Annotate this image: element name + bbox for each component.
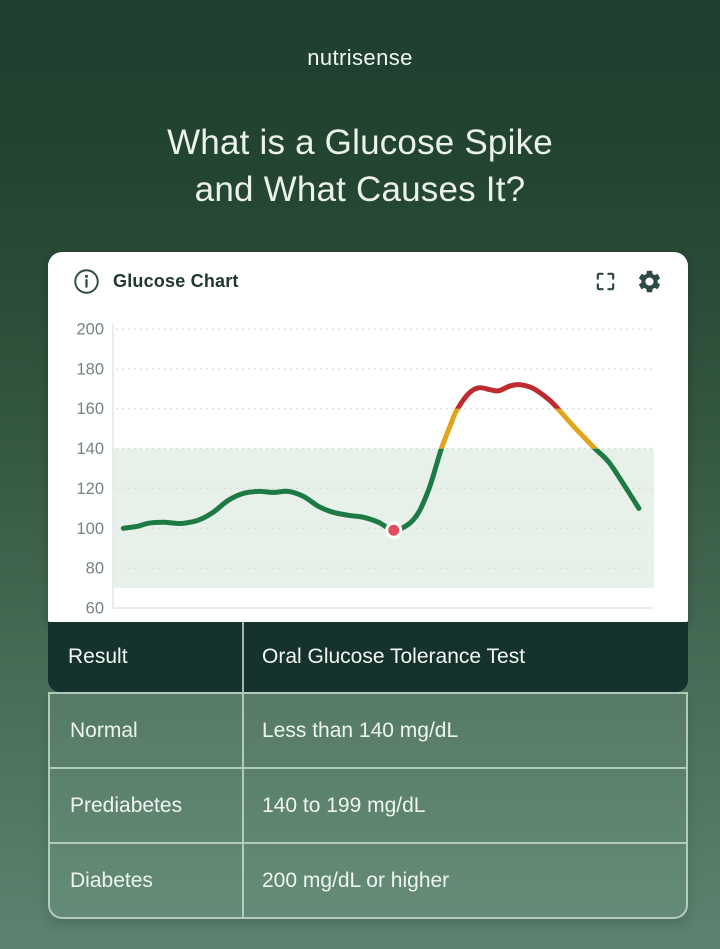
- y-tick-label: 100: [76, 520, 104, 538]
- result-value: Less than 140 mg/dL: [262, 718, 459, 742]
- y-tick-label: 120: [76, 480, 104, 498]
- glucose-chart-card: Glucose Chart 200 180 160 140 120 100: [48, 252, 688, 622]
- y-tick-label: 80: [86, 560, 104, 578]
- results-table: Result Oral Glucose Tolerance Test Norma…: [48, 622, 688, 919]
- gear-icon[interactable]: [636, 268, 663, 295]
- table-header-test: Oral Glucose Tolerance Test: [244, 622, 688, 692]
- title-line-1: What is a Glucose Spike: [167, 123, 553, 162]
- table-body: Normal Less than 140 mg/dL Prediabetes 1…: [48, 692, 688, 919]
- y-tick-label: 180: [76, 360, 104, 378]
- glucose-line-chart: 200 180 160 140 120 100 80 60: [76, 321, 654, 618]
- info-icon[interactable]: [73, 268, 100, 295]
- table-header-result: Result: [48, 622, 244, 692]
- chart-header-actions: [594, 268, 663, 295]
- glucose-marker-dot[interactable]: [385, 521, 403, 539]
- table-row-diabetes: Diabetes 200 mg/dL or higher: [50, 842, 686, 917]
- page-title: What is a Glucose Spike and What Causes …: [0, 119, 720, 213]
- result-value: 140 to 199 mg/dL: [262, 793, 426, 817]
- result-value: 200 mg/dL or higher: [262, 868, 450, 892]
- brand-logo: nutrisense: [307, 45, 413, 70]
- table-row-normal: Normal Less than 140 mg/dL: [50, 694, 686, 767]
- target-range-band: [113, 448, 654, 589]
- table-header-row: Result Oral Glucose Tolerance Test: [48, 622, 688, 692]
- chart-title: Glucose Chart: [113, 270, 239, 291]
- result-label: Prediabetes: [50, 769, 244, 842]
- result-label: Diabetes: [50, 844, 244, 917]
- table-row-prediabetes: Prediabetes 140 to 199 mg/dL: [50, 767, 686, 842]
- y-tick-label: 200: [76, 321, 104, 339]
- glucose-line-in-range: [120, 448, 642, 533]
- y-tick-label: 160: [76, 400, 104, 418]
- fullscreen-icon[interactable]: [594, 270, 617, 293]
- title-line-2: and What Causes It?: [194, 170, 526, 209]
- glucose-line-high: [454, 382, 562, 409]
- result-label: Normal: [50, 694, 244, 767]
- chart-card-header: Glucose Chart: [48, 252, 688, 310]
- y-tick-label: 140: [76, 440, 104, 458]
- y-tick-label: 60: [86, 600, 104, 618]
